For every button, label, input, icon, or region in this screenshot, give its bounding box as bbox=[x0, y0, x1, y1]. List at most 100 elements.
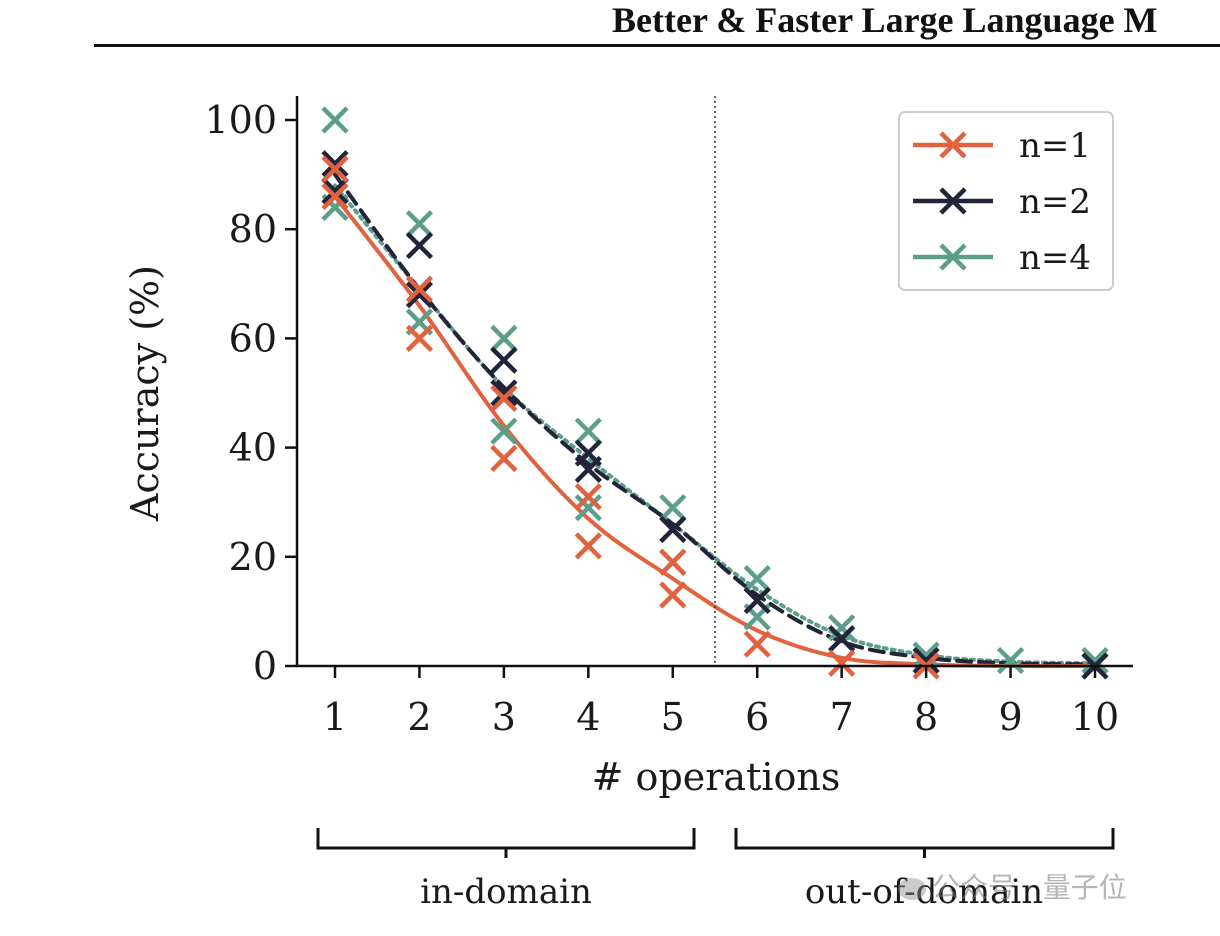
data-point-n=2 bbox=[405, 281, 434, 309]
marker-stroke bbox=[321, 106, 349, 134]
data-point-n=4 bbox=[996, 646, 1025, 675]
marker-stroke bbox=[939, 243, 967, 271]
marker-stroke bbox=[574, 455, 602, 484]
x-tick-label: 5 bbox=[661, 695, 685, 739]
marker-stroke bbox=[405, 210, 434, 238]
domain-brackets: in-domain out-of-domain bbox=[316, 828, 1115, 912]
data-point-n=2 bbox=[321, 177, 349, 205]
marker-stroke bbox=[939, 131, 967, 159]
marker-stroke bbox=[490, 384, 518, 413]
data-point-n=1 bbox=[321, 182, 349, 211]
data-point-n=1 bbox=[743, 630, 771, 658]
marker-stroke bbox=[912, 646, 940, 675]
marker-stroke bbox=[490, 324, 518, 352]
data-point-n=1 bbox=[828, 649, 856, 677]
out-of-domain-label: out-of-domain bbox=[805, 872, 1043, 912]
series-markers bbox=[321, 106, 1109, 680]
marker-stroke bbox=[405, 231, 434, 260]
data-point-n=2 bbox=[574, 455, 602, 484]
data-point-n=4 bbox=[574, 494, 602, 522]
header-rule bbox=[94, 44, 1220, 47]
marker-stroke bbox=[321, 155, 349, 183]
marker-stroke bbox=[405, 281, 434, 309]
data-point-n=1 bbox=[405, 324, 434, 352]
x-tick-label: 6 bbox=[745, 695, 769, 739]
in-domain-bracket bbox=[316, 828, 696, 850]
marker-stroke bbox=[743, 630, 771, 658]
y-tick-label: 20 bbox=[229, 535, 277, 579]
legend-label: n=2 bbox=[1019, 182, 1091, 222]
data-point-n=4 bbox=[490, 324, 518, 352]
x-tick-label: 8 bbox=[914, 695, 938, 739]
data-point-n=4 bbox=[405, 210, 434, 238]
x-tick-label: 4 bbox=[576, 695, 600, 739]
marker-stroke bbox=[405, 275, 434, 303]
data-point-n=4 bbox=[659, 494, 687, 522]
y-tick-label: 40 bbox=[229, 426, 277, 470]
legend-marker-n=1 bbox=[939, 131, 967, 159]
y-tick-label: 60 bbox=[229, 316, 277, 360]
marker-stroke bbox=[1081, 646, 1109, 675]
marker-stroke bbox=[490, 444, 518, 473]
data-point-n=2 bbox=[828, 625, 856, 653]
y-tick-label: 0 bbox=[253, 644, 277, 688]
x-tick-label: 1 bbox=[323, 695, 347, 739]
in-domain-label: in-domain bbox=[420, 872, 592, 912]
x-tick-label: 10 bbox=[1071, 695, 1119, 739]
data-point-n=2 bbox=[659, 515, 687, 544]
marker-stroke bbox=[659, 581, 687, 609]
data-point-n=1 bbox=[490, 444, 518, 473]
legend-box bbox=[898, 111, 1114, 291]
x-axis-label: # operations bbox=[592, 755, 841, 799]
marker-stroke bbox=[743, 565, 771, 593]
data-point-n=2 bbox=[490, 346, 518, 374]
marker-stroke bbox=[574, 417, 602, 445]
marker-stroke bbox=[574, 532, 602, 560]
legend-label: n=4 bbox=[1019, 238, 1091, 278]
marker-stroke bbox=[490, 379, 518, 407]
series-line-n=2 bbox=[333, 172, 1097, 667]
marker-stroke bbox=[939, 187, 967, 215]
data-point-n=2 bbox=[743, 586, 771, 615]
wechat-icon bbox=[898, 878, 926, 900]
x-tick-label: 3 bbox=[492, 695, 516, 739]
data-point-n=4 bbox=[743, 565, 771, 593]
marker-stroke bbox=[659, 515, 687, 544]
marker-stroke bbox=[828, 625, 856, 653]
legend-label: n=1 bbox=[1019, 126, 1091, 166]
data-point-n=4 bbox=[490, 417, 518, 445]
marker-stroke bbox=[743, 586, 771, 615]
marker-stroke bbox=[321, 182, 349, 211]
data-point-n=1 bbox=[405, 275, 434, 303]
marker-stroke bbox=[321, 177, 349, 205]
chart-axes bbox=[285, 96, 1133, 678]
data-point-n=1 bbox=[659, 581, 687, 609]
marker-stroke bbox=[996, 646, 1025, 675]
marker-stroke bbox=[405, 324, 434, 352]
data-point-n=2 bbox=[490, 379, 518, 407]
data-point-n=1 bbox=[659, 548, 687, 576]
out-of-domain-bracket bbox=[734, 828, 1115, 850]
marker-stroke bbox=[490, 346, 518, 374]
data-point-n=4 bbox=[912, 641, 940, 669]
y-tick-label: 80 bbox=[229, 207, 277, 251]
watermark: 公众号 · 量子位 bbox=[898, 866, 1127, 906]
marker-stroke bbox=[574, 494, 602, 522]
marker-stroke bbox=[321, 150, 349, 178]
tick-labels: 0 20 40 60 80 100 1 2 3 4 5 6 7 8 9 10 bbox=[204, 98, 1119, 739]
data-point-n=2 bbox=[912, 646, 940, 675]
marker-stroke bbox=[659, 494, 687, 522]
marker-stroke bbox=[828, 649, 856, 677]
data-point-n=4 bbox=[1081, 646, 1109, 675]
data-point-n=4 bbox=[574, 417, 602, 445]
data-point-n=1 bbox=[490, 384, 518, 413]
marker-stroke bbox=[912, 641, 940, 669]
x-tick-label: 2 bbox=[407, 695, 431, 739]
data-point-n=1 bbox=[574, 532, 602, 560]
legend-marker-n=2 bbox=[939, 187, 967, 215]
data-point-n=2 bbox=[405, 231, 434, 260]
marker-stroke bbox=[828, 614, 856, 642]
marker-stroke bbox=[574, 483, 602, 511]
data-point-n=1 bbox=[321, 155, 349, 183]
data-point-n=4 bbox=[828, 614, 856, 642]
